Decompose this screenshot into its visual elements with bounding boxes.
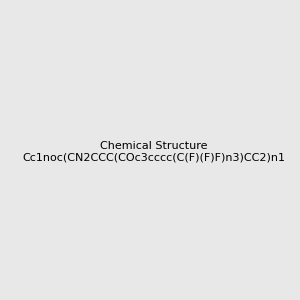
Text: Chemical Structure
Cc1noc(CN2CCC(COc3cccc(C(F)(F)F)n3)CC2)n1: Chemical Structure Cc1noc(CN2CCC(COc3ccc… [22, 141, 285, 162]
